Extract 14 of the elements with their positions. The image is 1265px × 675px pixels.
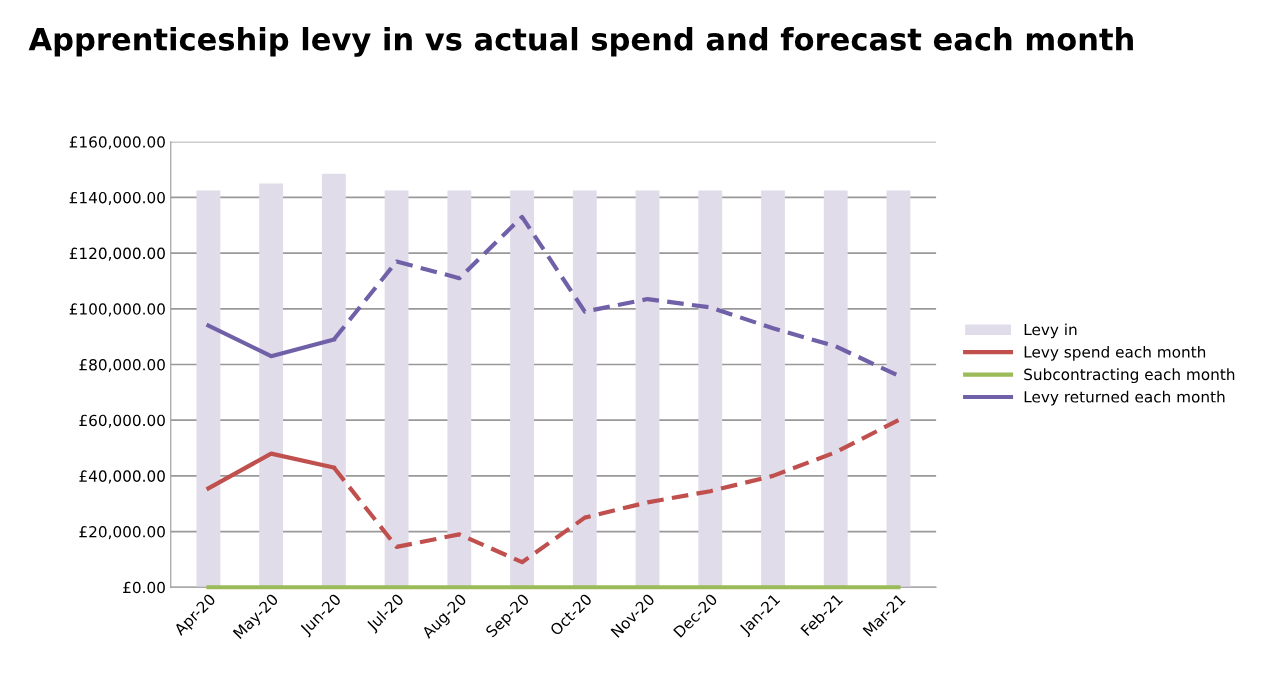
legend-label: Subcontracting each month bbox=[1024, 368, 1235, 384]
y-tick-label: £80,000.00 bbox=[79, 358, 165, 373]
legend-label: Levy spend each month bbox=[1024, 345, 1206, 361]
chart-title: Apprenticeship levy in vs actual spend and forecast each month bbox=[28, 27, 1133, 57]
y-tick-label: £40,000.00 bbox=[79, 470, 165, 484]
y-tick-label: £120,000.00 bbox=[69, 247, 165, 261]
y-tick-label: £100,000.00 bbox=[69, 303, 165, 317]
y-tick-label: £20,000.00 bbox=[79, 526, 165, 540]
legend-label: Levy returned each month bbox=[1024, 390, 1225, 406]
y-tick-label: £140,000.00 bbox=[69, 191, 165, 206]
y-tick-label: £160,000.00 bbox=[69, 136, 165, 150]
y-tick-label: £0.00 bbox=[123, 581, 165, 594]
legend-label: Levy in bbox=[1024, 323, 1077, 339]
y-tick-label: £60,000.00 bbox=[79, 414, 165, 428]
